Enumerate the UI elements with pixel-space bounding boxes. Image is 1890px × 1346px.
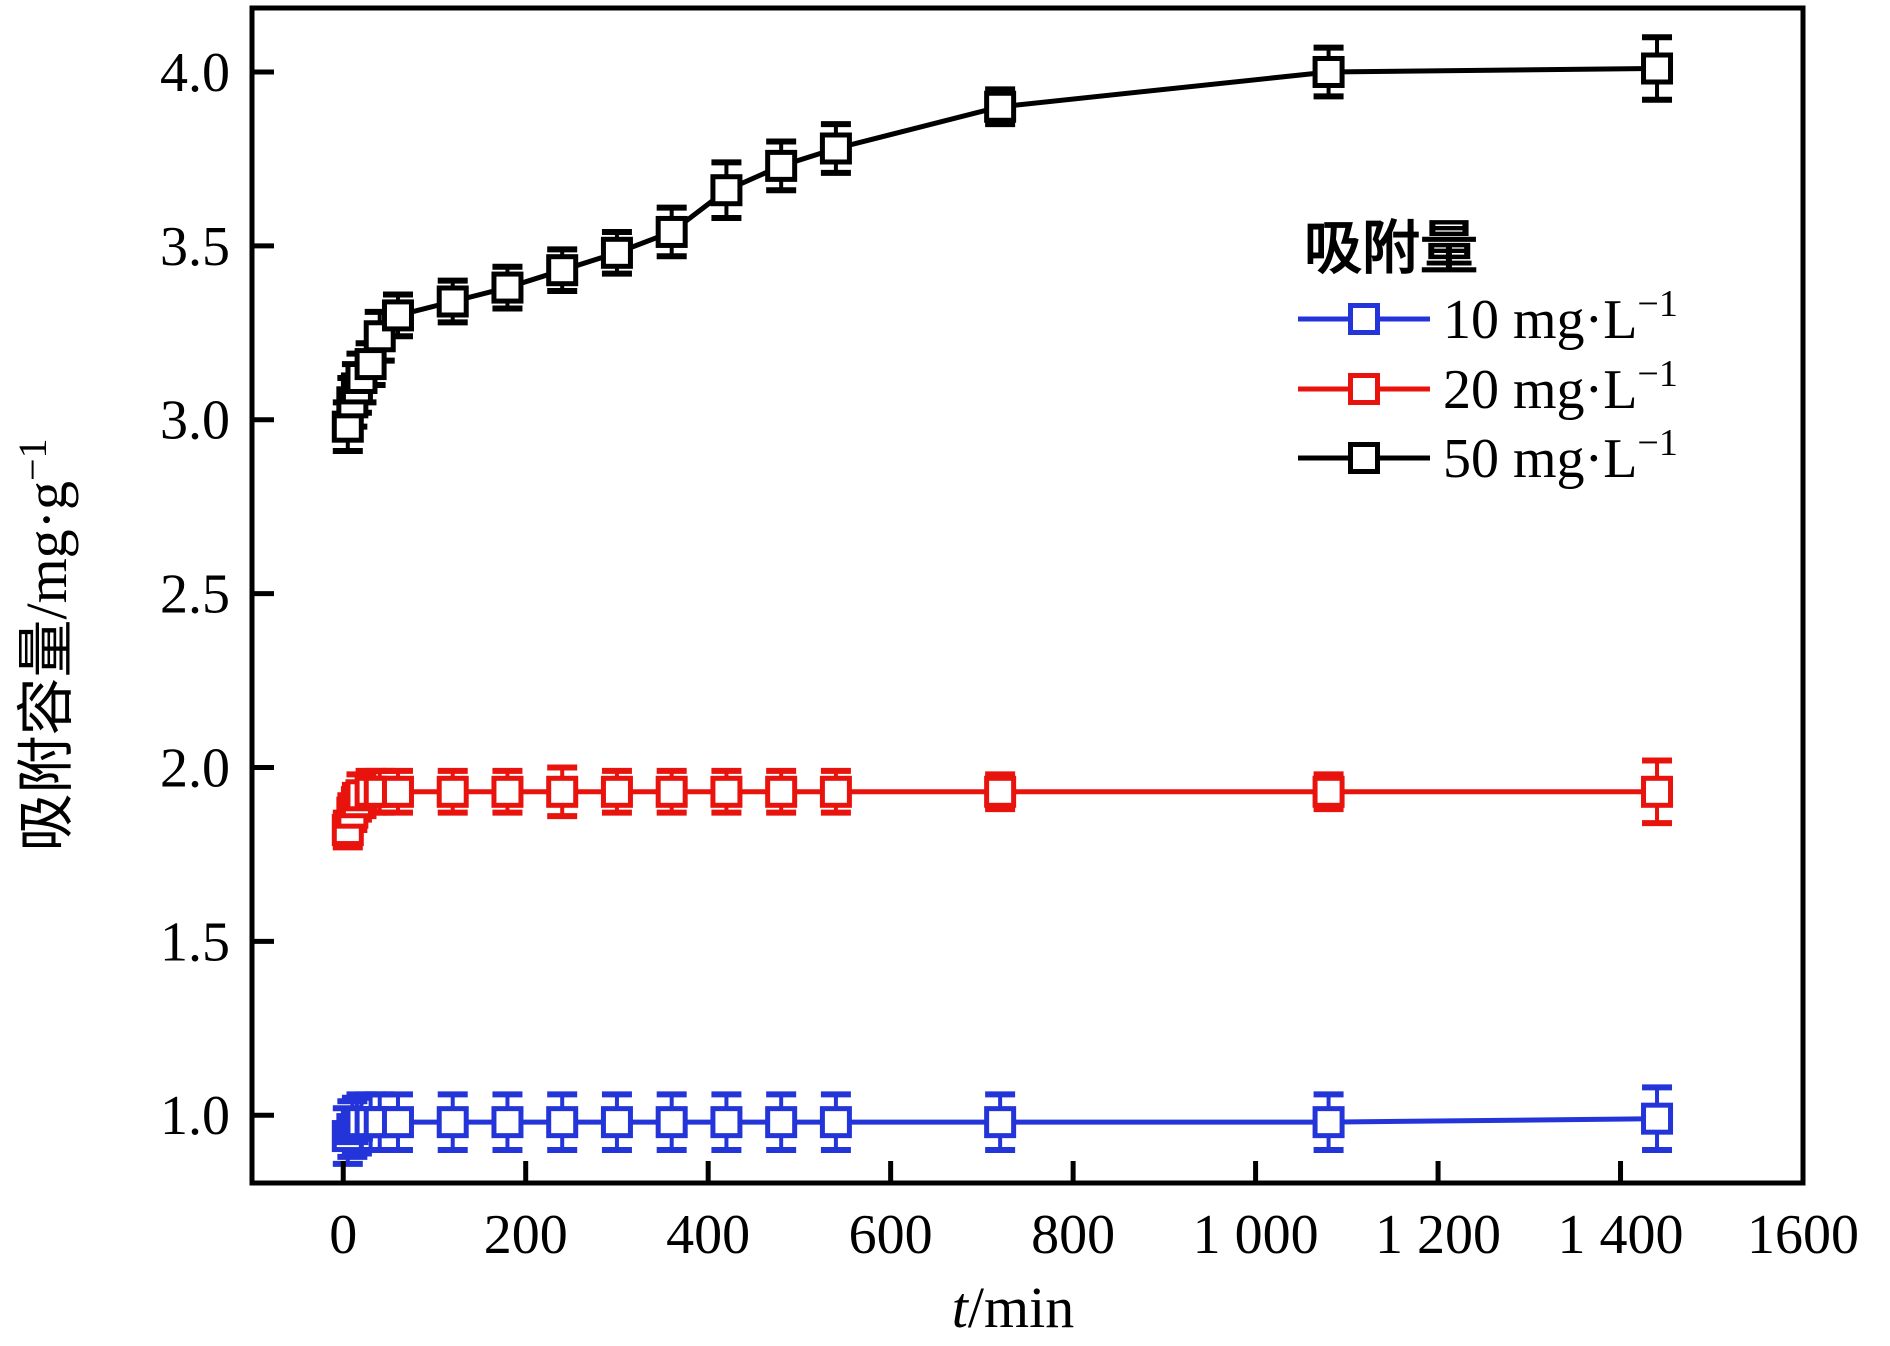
x-tick-label: 0 [329, 1204, 357, 1266]
data-point-marker [381, 299, 414, 332]
data-point-marker [765, 775, 798, 808]
axis-titles: t/min 吸附容量/mg·g−1 [10, 438, 1074, 1340]
legend-swatch-marker [1348, 303, 1380, 335]
y-tick-label: 3.5 [160, 216, 230, 278]
y-tick-label: 1.5 [160, 911, 230, 973]
data-point-marker [600, 775, 633, 808]
data-point-marker [1641, 775, 1674, 808]
series-50-mg·L [331, 34, 1674, 455]
y-tick-label: 3.0 [160, 390, 230, 452]
x-tick-label: 1 000 [1193, 1204, 1319, 1266]
y-tick-label: 2.0 [160, 737, 230, 799]
data-point-marker [491, 271, 524, 304]
y-tick-label: 2.5 [160, 564, 230, 626]
y-axis-title: 吸附容量/mg·g−1 [10, 438, 79, 851]
legend-title: 吸附量 [1304, 216, 1478, 281]
data-point-marker [436, 775, 469, 808]
series-10-mg·L [331, 1084, 1674, 1167]
data-point-marker [710, 1106, 743, 1139]
data-point-marker [381, 775, 414, 808]
data-point-marker [546, 1106, 579, 1139]
data-point-marker [354, 348, 387, 381]
legend-swatch-marker [1348, 373, 1380, 405]
data-point-marker [819, 775, 852, 808]
data-point-marker [984, 1106, 1017, 1139]
data-point-marker [655, 215, 688, 248]
y-tick-label: 4.0 [160, 42, 230, 104]
data-point-marker [546, 775, 579, 808]
data-point-marker [381, 1106, 414, 1139]
legend-entry: 10 mg·L−1 [1298, 283, 1678, 351]
data-point-marker [655, 1106, 688, 1139]
data-point-marker [491, 775, 524, 808]
x-tick-label: 200 [484, 1204, 568, 1266]
data-point-marker [436, 1106, 469, 1139]
data-point-marker [984, 90, 1017, 123]
data-point-marker [491, 1106, 524, 1139]
y-tick-label: 1.0 [160, 1085, 230, 1147]
data-point-marker [710, 174, 743, 207]
x-tick-label: 1 400 [1558, 1204, 1684, 1266]
data-point-marker [819, 132, 852, 165]
legend-entry-label: 50 mg·L−1 [1443, 422, 1678, 490]
data-point-marker [1641, 52, 1674, 85]
data-point-marker [765, 1106, 798, 1139]
data-point-marker [436, 285, 469, 318]
series-20-mg·L [331, 757, 1674, 851]
data-point-marker [600, 236, 633, 269]
data-point-marker [765, 149, 798, 182]
data-point-marker [1641, 1102, 1674, 1135]
plot-border [249, 5, 1806, 1186]
data-point-marker [546, 254, 579, 287]
data-point-marker [819, 1106, 852, 1139]
legend-entry-label: 10 mg·L−1 [1443, 283, 1678, 351]
legend-entry-label: 20 mg·L−1 [1443, 353, 1678, 421]
x-tick-label: 600 [849, 1204, 933, 1266]
data-point-marker [710, 775, 743, 808]
x-tick-label: 1600 [1747, 1204, 1859, 1266]
data-point-marker [1312, 55, 1345, 88]
legend-entry: 20 mg·L−1 [1298, 353, 1678, 421]
x-axis-title: t/min [952, 1275, 1074, 1340]
data-point-marker [984, 775, 1017, 808]
series-layer [331, 34, 1674, 1167]
data-point-marker [1312, 775, 1345, 808]
axes-layer: 0 200 400 600 800 1 000 1 200 1 400 1600 1.0 1.5 2.… [160, 5, 1859, 1266]
data-point-marker [1312, 1106, 1345, 1139]
data-point-marker [655, 775, 688, 808]
data-point-marker [600, 1106, 633, 1139]
x-tick-label: 400 [666, 1204, 750, 1266]
legend-entry: 50 mg·L−1 [1298, 422, 1678, 490]
x-tick-label: 1 200 [1375, 1204, 1501, 1266]
x-tick-label: 800 [1031, 1204, 1115, 1266]
legend-swatch-marker [1348, 442, 1380, 474]
